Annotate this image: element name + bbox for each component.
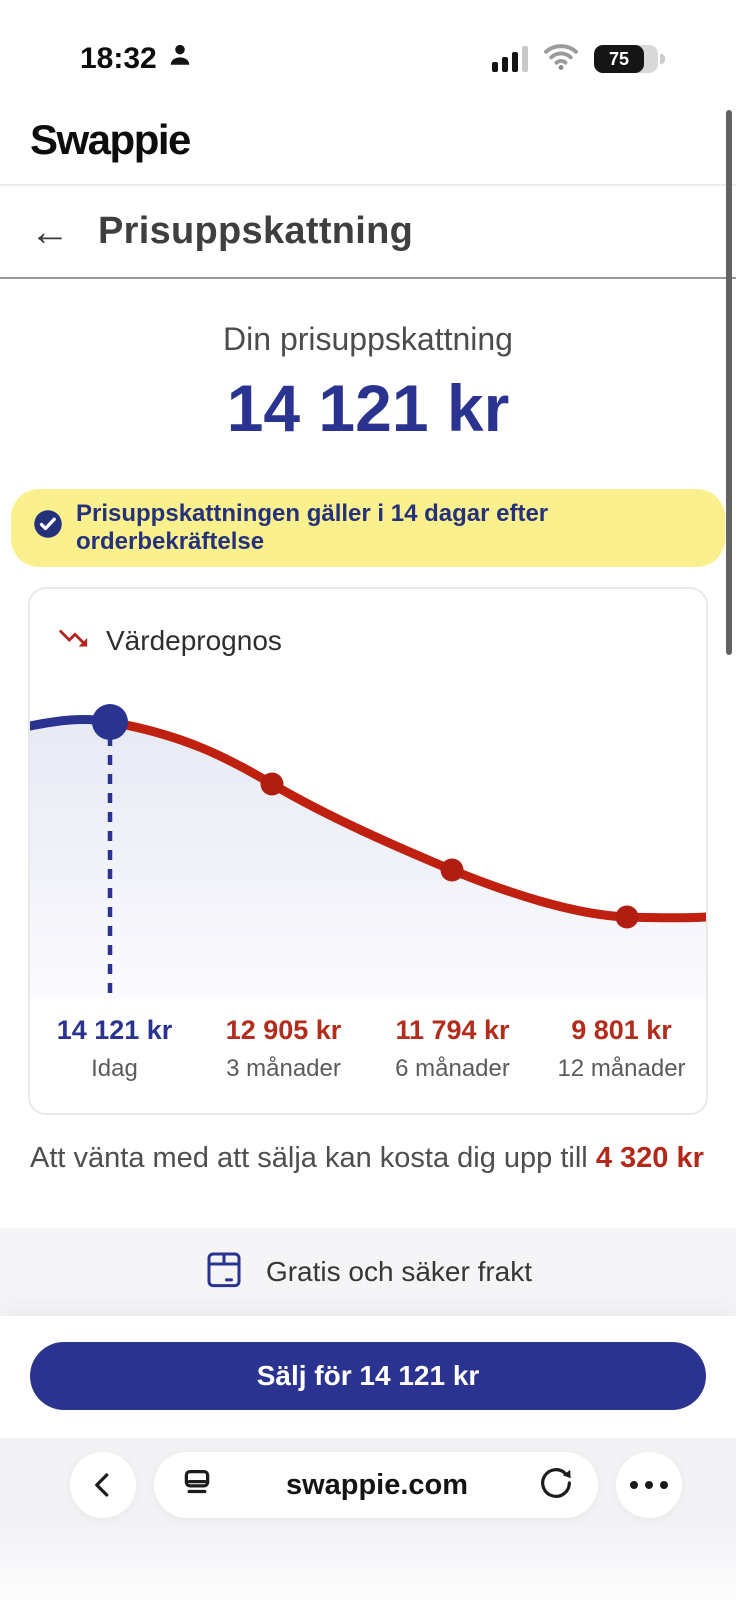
chart-label-3m: 12 905 kr 3 månader: [199, 1015, 368, 1083]
estimate-price: 14 121 kr: [226, 371, 510, 445]
chart-label-12m: 9 801 kr 12 månader: [537, 1015, 706, 1083]
battery-percent: 75: [594, 45, 644, 73]
more-icon: [630, 1481, 668, 1490]
sell-button[interactable]: Sälj för 14 121 kr: [30, 1342, 706, 1411]
price-3m: 12 905 kr: [225, 1014, 342, 1045]
forecast-chart-svg: [30, 703, 706, 999]
scrollbar-thumb[interactable]: [726, 110, 732, 655]
browser-menu-button[interactable]: [616, 1452, 682, 1519]
package-box-icon: [204, 1247, 244, 1298]
tabs-icon[interactable]: [180, 1466, 214, 1505]
top-bar: Swappie: [0, 88, 736, 164]
label-3m: 3 månader: [226, 1054, 341, 1082]
price-today: 14 121 kr: [56, 1014, 173, 1045]
status-bar: 18:32 75: [0, 0, 736, 88]
chart-label-today: 14 121 kr Idag: [30, 1015, 199, 1083]
price-12m: 9 801 kr: [571, 1014, 672, 1045]
check-circle-icon: [33, 509, 63, 546]
forecast-card: Värdeprognos 14 121 kr Idag 12 90: [28, 586, 708, 1115]
label-12m: 12 månader: [557, 1054, 686, 1082]
divider: [0, 277, 736, 279]
label-today: Idag: [91, 1054, 138, 1082]
forecast-title: Värdeprognos: [106, 625, 282, 657]
browser-bar: swappie.com: [0, 1438, 736, 1600]
back-arrow-icon[interactable]: ←: [30, 209, 70, 254]
point-today: [92, 703, 128, 740]
forecast-chart: [30, 684, 706, 999]
wifi-icon: [543, 43, 579, 76]
page-header: ← Prisuppskattning: [0, 186, 736, 277]
warning-amount: 4 320 kr: [595, 1141, 704, 1174]
page-title: Prisuppskattning: [98, 210, 414, 252]
reload-icon[interactable]: [540, 1467, 572, 1504]
chevron-left-icon: [95, 1473, 109, 1497]
url-text[interactable]: swappie.com: [285, 1468, 469, 1501]
label-6m: 6 månader: [395, 1054, 510, 1082]
estimate-heading: Din prisuppskattning: [223, 321, 513, 357]
price-6m: 11 794 kr: [395, 1014, 510, 1045]
browser-back-button[interactable]: [70, 1452, 136, 1519]
point-12-months: [615, 905, 639, 929]
point-3-months: [260, 772, 284, 796]
chart-label-6m: 11 794 kr 6 månader: [368, 1015, 537, 1083]
chart-labels: 14 121 kr Idag 12 905 kr 3 månader 11 79…: [30, 999, 706, 1113]
battery-icon: 75: [594, 45, 666, 73]
person-icon: [167, 42, 193, 76]
swappie-logo[interactable]: Swappie: [30, 116, 191, 163]
point-6-months: [440, 858, 464, 882]
divider: [0, 184, 736, 186]
url-bar[interactable]: swappie.com: [154, 1452, 598, 1519]
status-time: 18:32: [80, 42, 157, 75]
shipping-strip: Gratis och säker frakt: [0, 1228, 736, 1317]
trending-down-icon: [56, 621, 90, 662]
area-fill: [30, 719, 706, 999]
warning-text: Att vänta med att sälja kan kosta dig up…: [0, 1115, 736, 1181]
shipping-note-text: Gratis och säker frakt: [265, 1256, 533, 1288]
cta-area: Sälj för 14 121 kr: [0, 1316, 736, 1439]
validity-note-text: Prisuppskattningen gäller i 14 dagar eft…: [76, 499, 549, 555]
validity-note: Prisuppskattningen gäller i 14 dagar eft…: [11, 488, 725, 567]
warning-prefix: Att vänta med att sälja kan kosta dig up…: [30, 1141, 588, 1174]
signal-icon: [492, 46, 528, 72]
